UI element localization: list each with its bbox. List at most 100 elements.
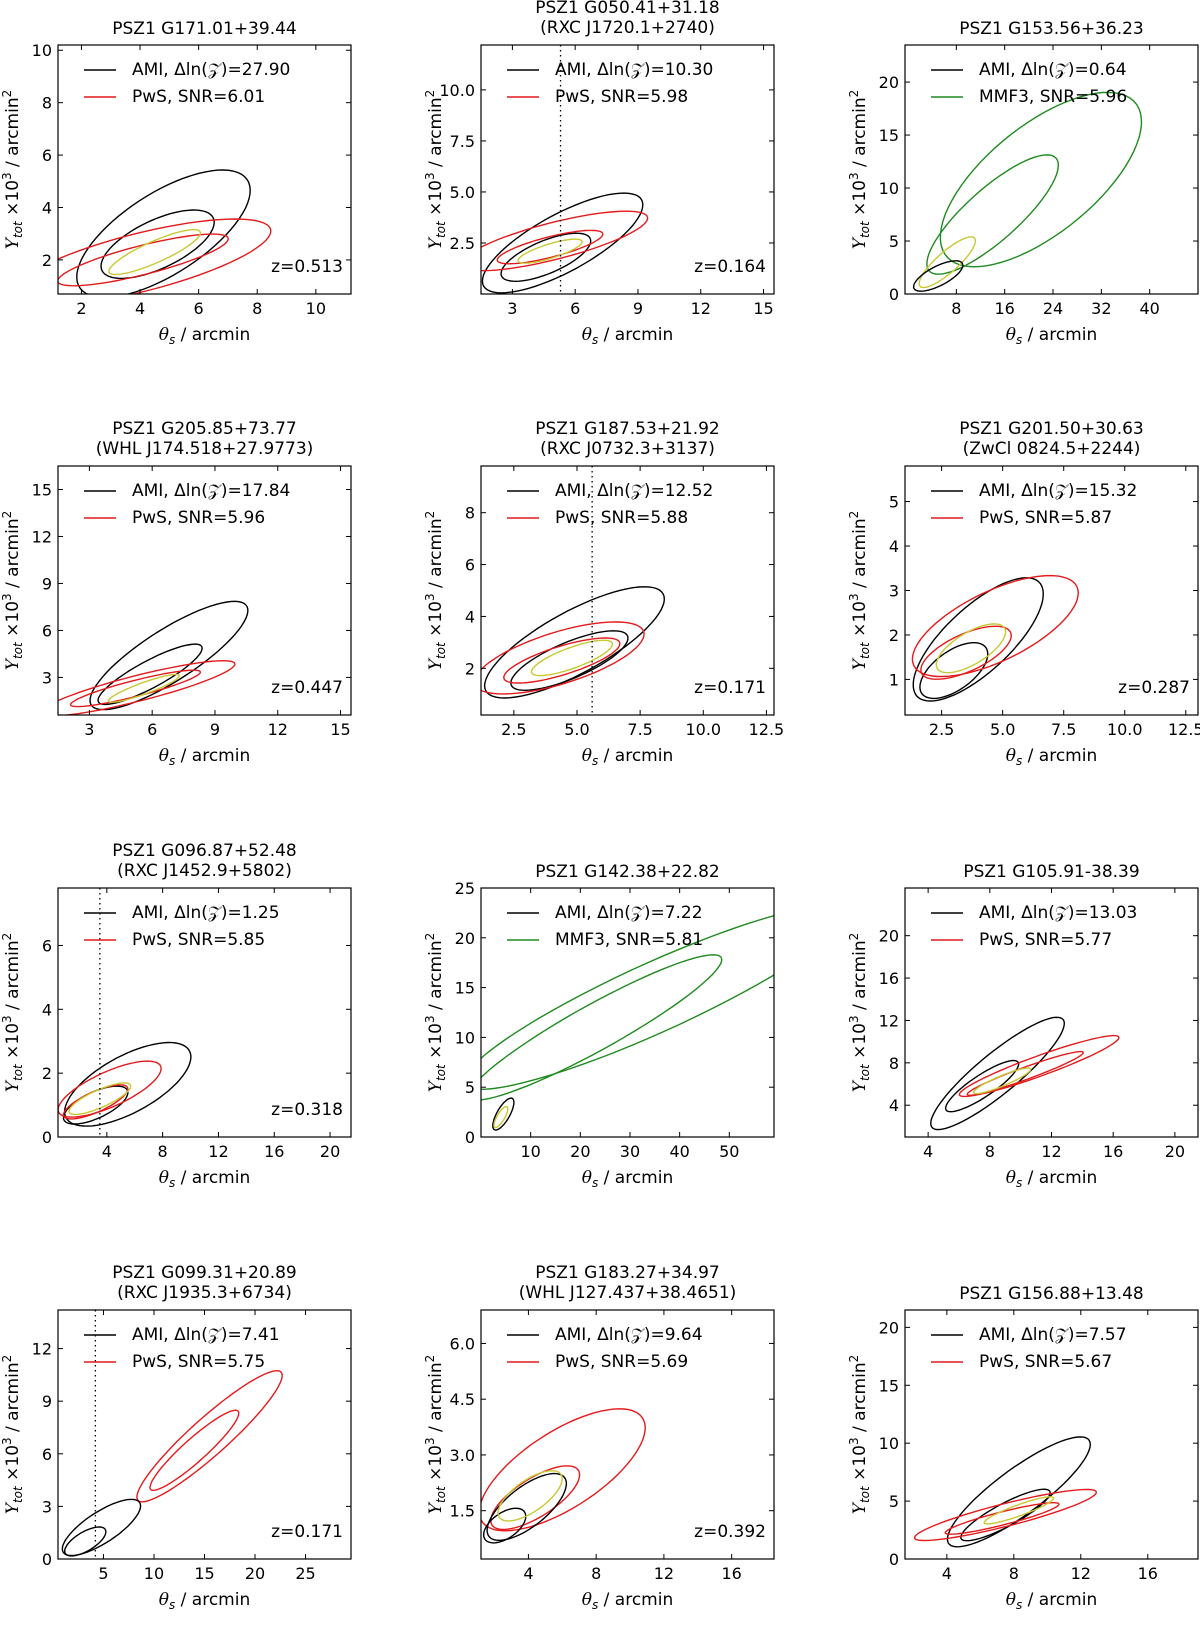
- y-axis-label: Ytot ×103 / arcmin2: [423, 90, 448, 250]
- axes-frame: [904, 887, 1199, 1138]
- y-tick-label: 10: [32, 41, 52, 60]
- x-tick-label: 12: [654, 1564, 674, 1583]
- legend-label: PwS, SNR=6.01: [132, 87, 265, 107]
- y-tick-label: 10: [879, 1434, 899, 1453]
- chart-title-line: PSZ1 G050.41+31.18: [535, 0, 719, 18]
- x-tick-label: 20: [570, 1142, 590, 1161]
- contour-ami-4: [63, 1526, 107, 1557]
- y-tick-label: 2: [889, 626, 899, 645]
- contour-inner-4: [493, 1105, 509, 1129]
- x-tick-label: 30: [620, 1142, 640, 1161]
- contour-group: [930, 1016, 1120, 1131]
- chart-panel-9: PSZ1 G105.91-38.39 4 8 12 16 20 4 8 12 16 20 θs / a…: [847, 862, 1199, 1190]
- chart-title-line: (WHL J174.518+27.9773): [96, 439, 314, 459]
- axes-frame: [904, 44, 1199, 295]
- y-tick-label: 3: [889, 582, 899, 601]
- y-tick-label: 4: [465, 607, 475, 626]
- legend-label: AMI, Δln(𝒵)=27.90: [132, 60, 290, 80]
- x-tick-label: 6: [194, 299, 204, 318]
- y-axis-label: Ytot ×103 / arcmin2: [423, 933, 448, 1093]
- x-tick-label: 50: [719, 1142, 739, 1161]
- legend-label: AMI, Δln(𝒵)=13.03: [979, 903, 1137, 923]
- chart-panel-1: PSZ1 G171.01+39.44 2 4 6 8 10 2 4 6 8 10 θs / arcmi…: [0, 19, 352, 347]
- y-tick-label: 20: [879, 1318, 899, 1337]
- y-tick-label: 2.5: [450, 234, 475, 253]
- legend-label: PwS, SNR=5.67: [979, 1352, 1112, 1372]
- x-tick-label: 4: [102, 1142, 112, 1161]
- chart-panel-6: PSZ1 G201.50+30.63(ZwCl 0824.5+2244) 2.5 5…: [847, 419, 1200, 768]
- contour-group: [481, 1408, 646, 1544]
- y-axis-label: Ytot ×103 / arcmin2: [847, 1355, 872, 1515]
- contour-pws-1: [136, 1369, 283, 1503]
- chart-title-line: PSZ1 G105.91-38.39: [963, 862, 1139, 882]
- y-axis-label: Ytot ×103 / arcmin2: [0, 933, 25, 1093]
- axes-frame: [480, 465, 775, 716]
- chart-title-line: PSZ1 G183.27+34.97: [535, 1263, 719, 1283]
- x-tick-label: 7.5: [627, 720, 652, 739]
- y-tick-label: 10.0: [439, 81, 475, 100]
- x-tick-label: 3: [507, 299, 517, 318]
- x-tick-label: 6: [147, 720, 157, 739]
- x-tick-label: 10: [520, 1142, 540, 1161]
- x-tick-label: 8: [951, 299, 961, 318]
- contour-inner-5: [68, 1082, 132, 1116]
- chart-title-line: PSZ1 G099.31+20.89: [112, 1263, 296, 1283]
- axes-frame: [480, 887, 775, 1138]
- contour-group: [481, 914, 774, 1131]
- contour-inner-5: [107, 673, 181, 703]
- y-tick-label: 15: [879, 1376, 899, 1395]
- legend-label: AMI, Δln(𝒵)=7.41: [132, 1325, 280, 1345]
- contour-ami-1: [930, 1016, 1066, 1131]
- contour-pws-4: [944, 1501, 1060, 1535]
- x-axis-label: θs / arcmin: [1006, 746, 1098, 768]
- chart-title-line: PSZ1 G096.87+52.48: [112, 841, 296, 861]
- y-tick-label: 1: [889, 670, 899, 689]
- contour-mmf3-1: [481, 914, 774, 1090]
- legend-label: AMI, Δln(𝒵)=12.52: [555, 481, 713, 501]
- legend-label: PwS, SNR=5.77: [979, 930, 1112, 950]
- y-tick-label: 12: [32, 527, 52, 546]
- contour-mmf3-1: [939, 91, 1143, 268]
- x-axis-label: θs / arcmin: [582, 1590, 674, 1612]
- y-tick-label: 0: [465, 1128, 475, 1147]
- redshift-label: z=0.164: [694, 257, 766, 277]
- contour-ami-3: [492, 1097, 515, 1131]
- contour-inner-5: [517, 238, 583, 264]
- y-tick-label: 6: [42, 936, 52, 955]
- contour-pws-3: [958, 1034, 1120, 1098]
- contour-group: [58, 600, 249, 715]
- legend-label: AMI, Δln(𝒵)=7.57: [979, 1325, 1127, 1345]
- x-tick-label: 10.0: [685, 720, 721, 739]
- contour-ami-1: [76, 169, 251, 294]
- chart-title-line: PSZ1 G205.85+73.77: [112, 419, 296, 439]
- chart-panel-12: PSZ1 G156.88+13.48 4 8 12 16 0 5 10 15 20 θs / arc…: [847, 1284, 1199, 1612]
- y-tick-label: 5.0: [450, 183, 475, 202]
- x-tick-label: 16: [721, 1564, 741, 1583]
- y-tick-label: 4.5: [450, 1390, 475, 1409]
- x-tick-label: 32: [1091, 299, 1111, 318]
- redshift-label: z=0.171: [694, 678, 766, 698]
- y-tick-label: 4: [889, 1096, 899, 1115]
- y-tick-label: 9: [42, 574, 52, 593]
- x-tick-label: 12: [691, 299, 711, 318]
- contour-ami-3: [61, 1498, 142, 1557]
- x-tick-label: 15: [330, 720, 350, 739]
- legend-label: PwS, SNR=5.75: [132, 1352, 265, 1372]
- chart-title-line: (ZwCl 0824.5+2244): [963, 439, 1141, 459]
- x-tick-label: 10: [306, 299, 326, 318]
- redshift-label: z=0.287: [1118, 678, 1190, 698]
- contour-pws-1: [481, 1408, 646, 1532]
- y-tick-label: 5: [889, 232, 899, 251]
- chart-title-line: (RXC J0732.3+3137): [540, 439, 715, 459]
- chart-title-line: PSZ1 G153.56+36.23: [959, 19, 1143, 39]
- contour-ami-2: [944, 1059, 1020, 1113]
- contour-inner-3: [918, 236, 977, 289]
- x-tick-label: 7.5: [1051, 720, 1076, 739]
- x-tick-label: 16: [995, 299, 1015, 318]
- y-tick-label: 15: [32, 480, 52, 499]
- x-tick-label: 16: [264, 1142, 284, 1161]
- contour-ami-4: [912, 260, 964, 292]
- x-tick-label: 16: [1103, 1142, 1123, 1161]
- contour-inner-5: [108, 228, 202, 276]
- x-tick-label: 25: [295, 1564, 315, 1583]
